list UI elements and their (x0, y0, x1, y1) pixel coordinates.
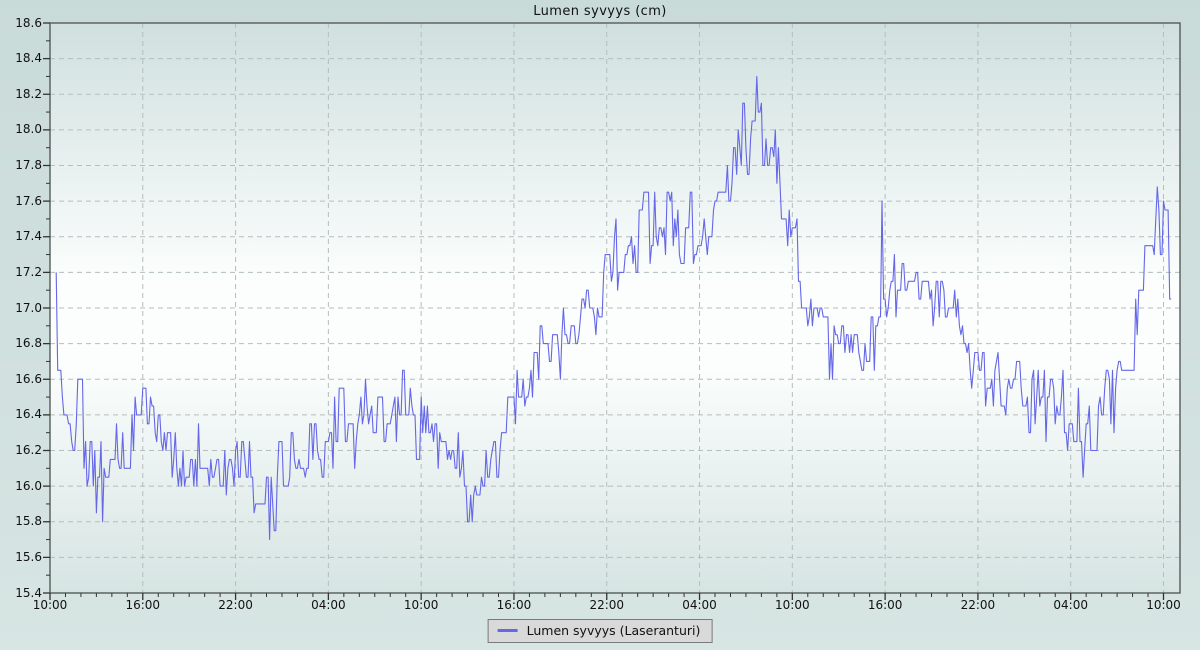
y-tick-label: 18.2 (15, 86, 42, 101)
y-tick-label: 15.8 (15, 514, 42, 529)
x-tick-label: 04:00 (1053, 598, 1088, 612)
y-tick-label: 16.4 (15, 407, 42, 422)
x-tick-label: 16:00 (125, 598, 161, 612)
x-tick-label: 16:00 (867, 598, 903, 612)
legend-line-sample-icon (497, 629, 518, 632)
y-tick-label: 16.8 (15, 336, 42, 351)
legend-label: Lumen syvyys (Laseranturi) (526, 623, 701, 638)
y-tick-label: 15.6 (15, 549, 42, 564)
y-tick-label: 17.2 (15, 264, 42, 279)
x-tick-label: 22:00 (589, 598, 625, 612)
legend: Lumen syvyys (Laseranturi) (487, 619, 713, 643)
y-tick-label: 18.4 (15, 51, 42, 66)
y-tick-label: 18.6 (15, 15, 42, 30)
x-tick-label: 22:00 (960, 598, 996, 612)
y-tick-label: 17.6 (15, 193, 42, 208)
x-tick-label: 04:00 (311, 598, 346, 612)
x-tick-label: 10:00 (775, 598, 810, 612)
data-line (55, 75, 1172, 541)
y-tick-label: 18.0 (15, 122, 42, 137)
x-tick-label: 04:00 (682, 598, 717, 612)
x-tick-label: 10:00 (1146, 598, 1181, 612)
y-tick-label: 16.2 (15, 443, 42, 457)
x-tick-label: 10:00 (403, 598, 439, 612)
y-tick-label: 16.6 (15, 371, 42, 386)
y-tick-label: 17.8 (15, 158, 42, 172)
y-tick-label: 17.4 (15, 229, 42, 244)
y-tick-label: 16.0 (15, 478, 42, 493)
x-tick-label: 10:00 (32, 598, 68, 612)
chart-title: Lumen syvyys (cm) (533, 4, 667, 19)
y-tick-label: 15.4 (15, 585, 42, 600)
y-tick-label: 17.0 (15, 300, 42, 315)
x-tick-label: 16:00 (496, 598, 532, 612)
x-tick-label: 22:00 (218, 598, 253, 612)
